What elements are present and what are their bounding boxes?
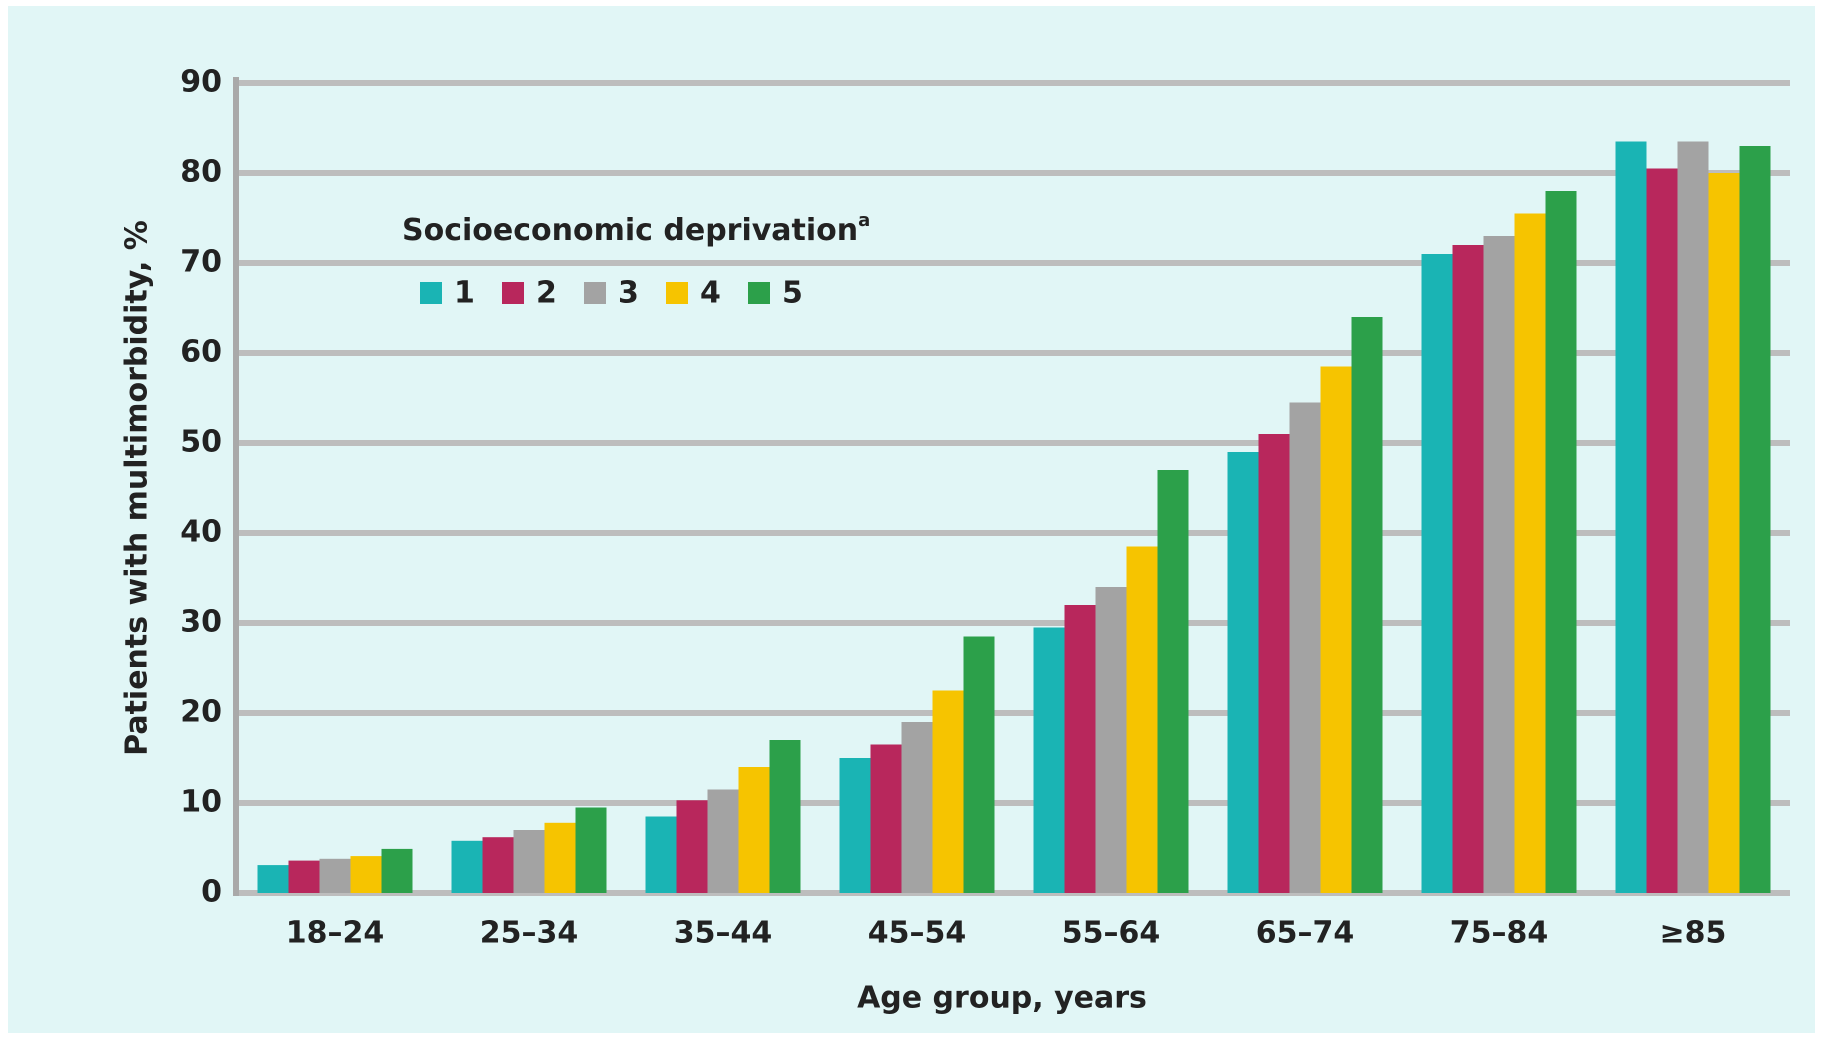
legend-label: 3 — [618, 276, 639, 311]
x-tick-label: 25–34 — [480, 916, 579, 951]
bar — [1422, 254, 1453, 893]
bar — [1709, 173, 1740, 893]
bar — [1290, 403, 1321, 894]
chart: Age group, years Patients with multimorb… — [0, 0, 1823, 1039]
x-tick-label: 75–84 — [1450, 916, 1549, 951]
bar — [1259, 434, 1290, 893]
bar — [320, 859, 351, 893]
bar — [483, 837, 514, 893]
x-tick-label: 35–44 — [674, 916, 773, 951]
bar — [1647, 169, 1678, 894]
y-tick-label: 60 — [180, 335, 222, 370]
bar — [677, 800, 708, 893]
bar — [452, 841, 483, 893]
x-tick-label: ≥85 — [1660, 916, 1727, 951]
bar — [1352, 317, 1383, 893]
y-tick-label: 10 — [180, 785, 222, 820]
y-tick-label: 40 — [180, 515, 222, 550]
x-axis-title: Age group, years — [857, 981, 1147, 1016]
bar — [1158, 470, 1189, 893]
y-tick-label: 30 — [180, 605, 222, 640]
bar — [514, 830, 545, 893]
bar — [1321, 367, 1352, 894]
bar — [1740, 146, 1771, 893]
bar — [545, 823, 576, 893]
x-tick-label: 65–74 — [1256, 916, 1355, 951]
y-tick-label: 50 — [180, 425, 222, 460]
y-tick-label: 90 — [180, 65, 222, 100]
y-tick-label: 70 — [180, 245, 222, 280]
bar — [933, 691, 964, 894]
bar — [258, 865, 289, 893]
bar — [646, 817, 677, 894]
bar — [1127, 547, 1158, 894]
bar — [1034, 628, 1065, 894]
bar — [1096, 587, 1127, 893]
legend-label: 5 — [782, 276, 803, 311]
legend-title-text: Socioeconomic deprivation — [402, 213, 858, 248]
legend-swatch — [666, 282, 688, 304]
bar — [1515, 214, 1546, 894]
bar — [1453, 245, 1484, 893]
legend-swatch — [748, 282, 770, 304]
y-tick-label: 80 — [180, 155, 222, 190]
legend-swatch — [502, 282, 524, 304]
bar — [964, 637, 995, 894]
bar — [1616, 142, 1647, 894]
legend-label: 2 — [536, 276, 557, 311]
legend-swatch — [584, 282, 606, 304]
bar — [1065, 605, 1096, 893]
bar — [770, 740, 801, 893]
y-tick-label: 0 — [201, 875, 222, 910]
x-tick-label: 18–24 — [286, 916, 385, 951]
legend-title-superscript: a — [858, 210, 870, 231]
legend-swatch — [420, 282, 442, 304]
bar — [351, 856, 382, 893]
bar — [1678, 142, 1709, 894]
legend-title: Socioeconomic deprivationa — [402, 210, 870, 248]
bar — [289, 861, 320, 893]
y-axis-title: Patients with multimorbidity, % — [120, 220, 155, 756]
bar — [1484, 236, 1515, 893]
bar — [840, 758, 871, 893]
bar — [1228, 452, 1259, 893]
bar — [902, 722, 933, 893]
y-tick-label: 20 — [180, 695, 222, 730]
bar — [739, 767, 770, 893]
legend-label: 4 — [700, 276, 721, 311]
bar — [576, 808, 607, 894]
legend-label: 1 — [454, 276, 475, 311]
x-tick-label: 55–64 — [1062, 916, 1161, 951]
bar — [871, 745, 902, 894]
bar — [708, 790, 739, 894]
bar — [382, 849, 413, 893]
x-tick-label: 45–54 — [868, 916, 967, 951]
bar — [1546, 191, 1577, 893]
